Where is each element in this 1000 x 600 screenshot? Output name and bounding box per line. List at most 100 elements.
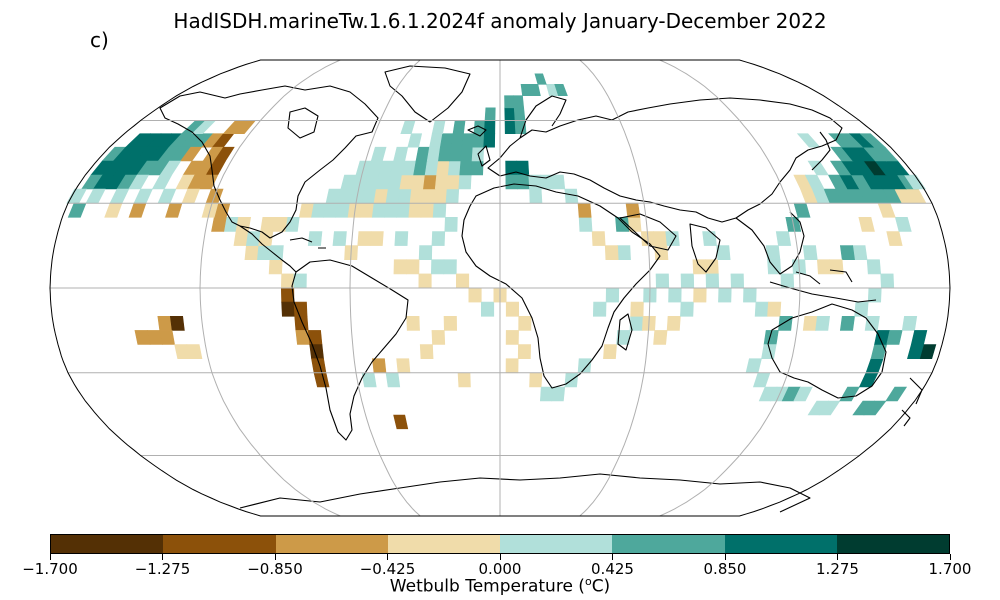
anomaly-cell [539, 386, 554, 402]
anomaly-cell [408, 202, 423, 218]
anomaly-cell [295, 330, 311, 345]
colorbar-tick [949, 554, 951, 560]
anomaly-cell [431, 120, 446, 134]
anomaly-cell [399, 174, 414, 190]
anomaly-cell [449, 146, 463, 162]
anomaly-cell [307, 330, 323, 345]
meridian-line [199, 59, 341, 517]
anomaly-cell [859, 133, 886, 148]
anomaly-cell [529, 188, 543, 204]
coastline-north-america [159, 85, 379, 239]
anomaly-cell [886, 231, 903, 246]
anomaly-cell [705, 273, 720, 289]
anomaly-cell [396, 358, 411, 374]
anomaly-cell [406, 259, 420, 275]
anomaly-cell [666, 316, 681, 331]
colorbar-title-prefix: Wetbulb Temperature ( [389, 576, 585, 597]
colorbar-tick [724, 554, 726, 560]
anomaly-cell [128, 202, 147, 218]
anomaly-cell [907, 344, 924, 359]
anomaly-cell [409, 188, 424, 204]
coastline-madagascar [617, 313, 633, 351]
anomaly-cell [385, 372, 401, 388]
coastline-iceland [467, 125, 487, 137]
anomaly-cell [529, 84, 541, 96]
anomaly-cell [852, 245, 868, 260]
colorbar-tick [612, 554, 613, 560]
colorbar-segment [51, 535, 164, 553]
anomaly-cell [393, 146, 409, 162]
coastline-central-america [239, 225, 297, 273]
anomaly-cell [244, 245, 260, 260]
anomaly-cell [373, 188, 389, 204]
anomaly-cell [839, 386, 860, 402]
anomaly-cell [864, 316, 880, 331]
colorbar-segment [612, 535, 725, 553]
anomaly-cell [577, 202, 592, 218]
anomaly-cell [457, 372, 471, 388]
anomaly-cell [743, 287, 757, 303]
anomaly-cell [910, 330, 928, 345]
anomaly-cell [617, 245, 631, 260]
anomaly-cell [653, 231, 668, 246]
coastline-antarctica [239, 473, 811, 513]
anomaly-cell [407, 133, 423, 148]
anomaly-cell [460, 146, 474, 162]
anomaly-cell [397, 188, 412, 204]
anomaly-cell [802, 316, 818, 331]
anomaly-cell [67, 202, 87, 218]
anomaly-cell [260, 217, 276, 232]
anomaly-cell [456, 273, 470, 289]
anomaly-cell [369, 231, 384, 246]
anomaly-cell [443, 316, 458, 331]
anomaly-cell [504, 107, 516, 121]
anomaly-cell [393, 259, 408, 275]
anomaly-cell [452, 120, 466, 134]
anomaly-cell [268, 259, 283, 275]
anomaly-cell [418, 245, 433, 260]
anomaly-cell [668, 287, 682, 303]
anomaly-cell [371, 202, 387, 218]
anomaly-cell [752, 372, 771, 388]
colorbar-tick-label: −1.275 [134, 560, 191, 578]
anomaly-cell [450, 133, 464, 148]
anomaly-cell [745, 358, 762, 374]
anomaly-cell [313, 372, 330, 388]
anomaly-cell [439, 133, 454, 148]
anomaly-cell [903, 174, 926, 190]
anomaly-cell [693, 287, 707, 303]
colorbar-segment [275, 535, 388, 553]
anomaly-cell [359, 202, 375, 218]
anomaly-cell [411, 174, 426, 190]
figure-title: HadISDH.marineTw.1.6.1.2024f anomaly Jan… [173, 9, 827, 33]
anomaly-cell [796, 133, 821, 148]
anomaly-cell [665, 231, 680, 246]
anomaly-cell [578, 217, 593, 232]
anomaly-cell [370, 146, 387, 162]
anomaly-cell [458, 174, 472, 190]
anomaly-cell [591, 231, 606, 246]
colorbar-title: Wetbulb Temperature (oC) [0, 575, 1000, 597]
anomaly-cell [767, 301, 782, 317]
anomaly-cell [793, 386, 813, 402]
coastline-australia [767, 303, 887, 399]
anomaly-cell [180, 146, 203, 162]
anomaly-cell [431, 330, 446, 345]
meridian-line [579, 59, 651, 517]
anomaly-cell [468, 287, 482, 303]
anomaly-cell [420, 202, 435, 218]
anomaly-cell [839, 316, 855, 331]
coastline-se-asia [735, 211, 805, 275]
anomaly-map [49, 59, 951, 517]
anomaly-cell [294, 316, 309, 331]
anomaly-cell [730, 273, 745, 289]
anomaly-cell [483, 120, 496, 134]
anomaly-cell [396, 202, 411, 218]
anomaly-cell [293, 273, 307, 289]
anomaly-cell [513, 107, 526, 121]
coastline-south-america [291, 259, 409, 441]
anomaly-cell [434, 174, 449, 190]
anomaly-cell [554, 84, 568, 96]
panel-label: c) [90, 28, 109, 52]
colorbar-title-suffix: C) [591, 576, 611, 597]
